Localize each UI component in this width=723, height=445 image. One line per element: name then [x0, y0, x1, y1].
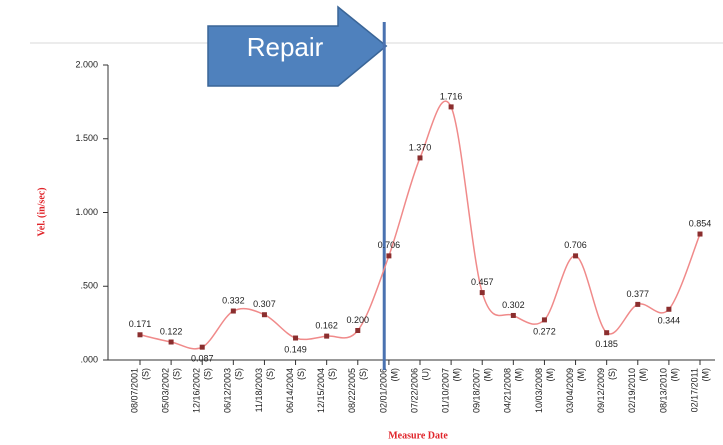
- x-tick-code: (S): [171, 368, 181, 380]
- x-tick-code: (S): [140, 368, 150, 380]
- x-tick-label: 08/13/2010: [658, 368, 668, 413]
- x-tick-code: (S): [265, 368, 275, 380]
- y-axis-title: Vel. (in/sec): [36, 187, 47, 236]
- x-tick-label: 09/12/2009: [596, 368, 606, 413]
- repair-arrow: Repair: [207, 5, 388, 87]
- marker: [666, 306, 672, 312]
- x-tick-code: (M): [483, 368, 493, 382]
- x-tick-label: 09/18/2007: [472, 368, 482, 413]
- marker: [541, 317, 547, 323]
- x-tick-label: 11/18/2003: [254, 368, 264, 412]
- marker: [417, 155, 423, 161]
- marker: [448, 104, 454, 110]
- x-tick-code: (M): [545, 368, 555, 382]
- marker: [261, 312, 267, 318]
- marker: [230, 308, 236, 314]
- x-tick-label: 12/15/2004: [316, 368, 326, 413]
- x-tick-code: (M): [514, 368, 524, 382]
- x-tick-label: 02/17/2011: [689, 368, 699, 412]
- x-tick-code: (U): [420, 368, 430, 381]
- arrow-shape: [207, 5, 388, 87]
- value-label: 0.302: [502, 300, 525, 310]
- x-tick-code: (S): [234, 368, 244, 380]
- x-tick-code: (S): [203, 368, 213, 380]
- x-axis-title: Measure Date: [388, 430, 448, 441]
- x-tick-label: 06/12/2003: [223, 368, 233, 413]
- value-label: 1.370: [409, 142, 432, 152]
- x-tick-label: 03/04/2009: [565, 368, 575, 413]
- marker: [697, 231, 703, 237]
- value-label: 0.377: [627, 289, 650, 299]
- value-label: 0.200: [347, 315, 370, 325]
- x-tick-code: (S): [296, 368, 306, 380]
- x-tick-code: (S): [607, 368, 617, 380]
- x-tick-label: 02/01/2006: [378, 368, 388, 413]
- x-tick-code: (M): [451, 368, 461, 382]
- marker: [199, 344, 205, 350]
- x-tick-code: (M): [669, 368, 679, 382]
- value-label: 0.706: [378, 240, 401, 250]
- y-tick-label: 1.000: [75, 207, 98, 217]
- x-tick-label: 02/19/2010: [627, 368, 637, 413]
- marker: [324, 333, 330, 339]
- arrow-label: Repair: [247, 32, 324, 62]
- value-label: 0.171: [129, 319, 152, 329]
- x-tick-label: 04/21/2008: [503, 368, 513, 413]
- marker: [573, 253, 579, 259]
- line: [139, 100, 701, 350]
- x-tick-label: 10/03/2008: [534, 368, 544, 413]
- marker: [168, 339, 174, 345]
- value-label: 0.457: [471, 277, 494, 287]
- y-tick-label: .500: [80, 281, 98, 291]
- x-tick-code: (S): [327, 368, 337, 380]
- x-tick-code: (S): [358, 368, 368, 380]
- value-label: 0.122: [160, 326, 183, 336]
- value-label: 0.162: [315, 320, 338, 330]
- value-label: 0.332: [222, 295, 245, 305]
- value-label: 0.706: [564, 240, 587, 250]
- value-label: 0.854: [689, 218, 712, 228]
- x-tick-label: 07/22/2006: [409, 368, 419, 413]
- x-tick-code: (M): [700, 368, 710, 382]
- x-tick-label: 05/03/2002: [160, 368, 170, 413]
- marker: [386, 253, 392, 259]
- x-tick-label: 01/10/2007: [440, 368, 450, 413]
- x-tick-label: 08/07/2001: [129, 368, 139, 413]
- marker: [137, 332, 143, 338]
- x-tick-code: (M): [576, 368, 586, 382]
- x-tick-label: 12/16/2002: [192, 368, 202, 413]
- value-label: 0.087: [191, 354, 214, 364]
- x-tick-label: 06/14/2004: [285, 368, 295, 413]
- y-tick-label: 1.500: [75, 133, 98, 143]
- marker: [510, 312, 516, 318]
- x-tick-label: 08/22/2005: [347, 368, 357, 413]
- value-label: 0.272: [533, 326, 556, 336]
- value-label: 1.716: [440, 91, 463, 101]
- value-label: 0.344: [658, 316, 681, 326]
- marker: [293, 335, 299, 341]
- x-tick-code: (M): [389, 368, 399, 382]
- value-label: 0.149: [284, 344, 307, 354]
- marker: [479, 290, 485, 296]
- marker: [355, 328, 361, 333]
- x-tick-code: (M): [638, 368, 648, 382]
- marker: [604, 330, 610, 336]
- value-label: 0.307: [253, 299, 276, 309]
- y-tick-label: .000: [80, 354, 98, 364]
- marker: [635, 301, 641, 307]
- y-tick-label: 2.000: [75, 59, 98, 69]
- value-label: 0.185: [595, 339, 618, 349]
